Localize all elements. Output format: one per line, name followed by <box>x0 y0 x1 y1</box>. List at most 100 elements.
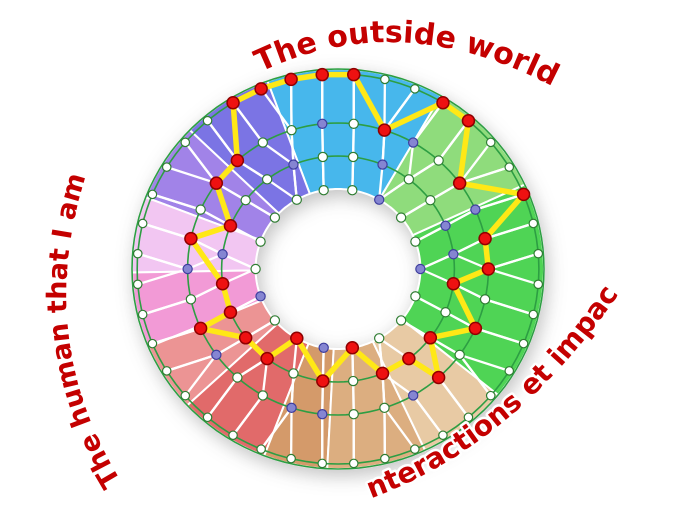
mesh-node <box>403 174 415 185</box>
mesh-edge <box>136 267 189 286</box>
mesh-edge <box>412 394 445 437</box>
mesh-edge <box>437 119 470 162</box>
mesh-node <box>348 409 359 420</box>
mesh-node <box>217 249 228 260</box>
mesh-node <box>250 263 261 275</box>
mesh-node <box>518 338 529 349</box>
mesh-edge <box>165 165 218 185</box>
mesh-node <box>286 453 296 464</box>
path-node-red <box>184 231 198 246</box>
mesh-edge <box>458 165 511 185</box>
mesh-node <box>454 349 465 361</box>
mesh-edge <box>136 252 189 271</box>
path-node-red <box>468 321 483 336</box>
mesh-edge <box>259 87 293 132</box>
mesh-edge <box>321 155 325 192</box>
path-node-red <box>223 219 238 233</box>
mesh-node <box>318 342 329 353</box>
mesh-edge <box>292 163 298 201</box>
mesh-node <box>257 390 269 401</box>
mesh-node <box>288 368 299 379</box>
mesh-node <box>504 162 515 172</box>
path-node-red <box>290 331 304 346</box>
mesh-edge <box>184 141 218 185</box>
mesh-node <box>407 390 419 401</box>
path-node-red <box>461 113 476 128</box>
mesh-edge <box>351 155 355 192</box>
mesh-node <box>232 372 243 383</box>
mesh-edge <box>487 267 540 286</box>
mesh-node <box>410 236 421 247</box>
mesh-edge <box>458 141 492 185</box>
path-node-red <box>345 341 360 355</box>
mesh-node <box>528 218 539 229</box>
path-node-red <box>284 72 298 87</box>
mesh-node <box>137 218 148 229</box>
torus-wheel <box>130 67 545 470</box>
mesh-edge <box>458 353 511 373</box>
mesh-node <box>433 155 444 166</box>
mesh-node <box>211 349 222 361</box>
mesh-node <box>379 402 390 414</box>
mesh-node <box>228 430 238 441</box>
mesh-node <box>132 248 143 259</box>
path-node-red <box>516 187 531 202</box>
mesh-node <box>185 294 197 305</box>
path-node-red <box>238 331 253 345</box>
mesh-node <box>286 402 297 414</box>
mesh-node <box>261 174 273 185</box>
mesh-node <box>132 279 143 290</box>
mesh-node <box>504 366 515 376</box>
path-node-red <box>402 351 416 366</box>
mesh-node <box>374 194 385 205</box>
mesh-node <box>448 249 459 260</box>
mesh-edge <box>474 193 525 211</box>
mesh-node <box>348 118 359 129</box>
path-node-red <box>375 366 390 381</box>
mesh-node <box>288 159 299 170</box>
mesh-node <box>463 412 474 423</box>
mesh-edge <box>378 178 411 201</box>
mesh-node <box>395 212 407 223</box>
path-node-red <box>481 262 496 276</box>
mesh-node <box>286 124 297 136</box>
mesh-node <box>269 212 281 223</box>
mesh-node <box>256 444 266 454</box>
mesh-edge <box>206 376 239 419</box>
mesh-edge <box>474 327 525 345</box>
mesh-node <box>410 444 420 454</box>
mesh-node <box>410 291 421 302</box>
mesh-edge <box>483 222 535 240</box>
mesh-node <box>269 315 281 326</box>
label-human-that-i-am: The human that I am <box>42 170 127 494</box>
mesh-node <box>182 263 193 275</box>
mesh-node <box>348 458 359 469</box>
path-node-red <box>347 67 361 82</box>
mesh-edge <box>414 295 447 314</box>
mesh-node <box>485 390 496 401</box>
mesh-node <box>440 220 451 231</box>
mesh-edge <box>231 394 264 437</box>
mesh-node <box>255 291 266 302</box>
mesh-node <box>347 185 358 196</box>
path-node-red <box>193 321 208 336</box>
mesh-edge <box>458 353 492 397</box>
mesh-node <box>147 338 158 349</box>
mesh-node <box>528 309 539 320</box>
mesh-node <box>255 236 266 247</box>
path-node-red <box>215 276 230 291</box>
mesh-edge <box>399 199 432 219</box>
mesh-edge <box>151 193 202 211</box>
mesh-edge <box>352 122 355 159</box>
mesh-node <box>377 159 388 170</box>
mesh-node <box>317 458 328 469</box>
mesh-edge <box>383 406 417 451</box>
mesh-node <box>438 430 448 441</box>
mesh-edge <box>437 376 470 419</box>
mesh-node <box>317 118 328 129</box>
mesh-edge <box>165 353 218 373</box>
path-node-red <box>452 176 467 190</box>
path-node-red <box>254 82 268 96</box>
